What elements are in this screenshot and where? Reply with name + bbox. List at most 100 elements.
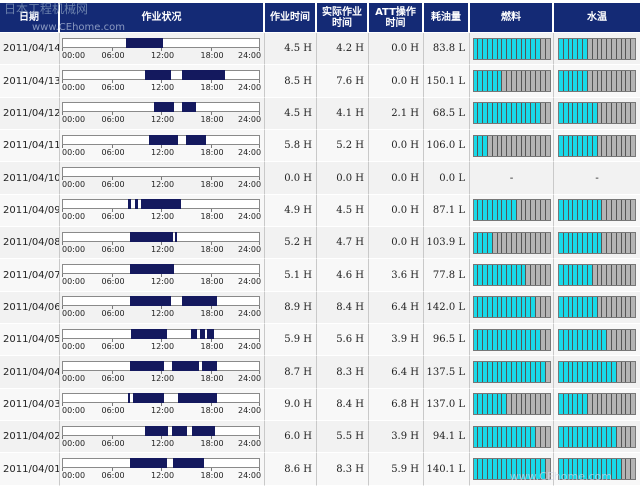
row-date: 2011/04/12	[0, 97, 60, 131]
work-period-bar	[129, 231, 173, 242]
timeline-label: 24:00	[238, 115, 262, 125]
gauge-segment	[559, 426, 564, 447]
timeline-label: 00:00	[62, 277, 86, 287]
gauge-segment	[521, 71, 527, 92]
row-att-time: 6.8 H	[369, 388, 424, 422]
header-date: 日期	[0, 3, 60, 33]
gauge-segment	[507, 232, 512, 253]
gauge-segment	[507, 329, 512, 350]
timeline-label: 18:00	[200, 115, 224, 125]
timeline-tick	[259, 47, 260, 51]
gauge-segment	[478, 38, 484, 59]
timeline-label: 24:00	[238, 180, 262, 190]
gauge-segment	[502, 103, 508, 124]
gauge-segment	[473, 426, 479, 447]
row-timeline-cell: 00:00 06:00 12:00 18:00 24:00	[60, 356, 265, 389]
timeline-tick	[259, 241, 260, 245]
gauge-segment	[473, 459, 479, 480]
row-work-time: 5.8 H	[265, 130, 317, 163]
gauge-segment	[545, 426, 550, 447]
gauge-segment	[568, 459, 574, 480]
gauge-segment	[473, 135, 479, 156]
gauge-segment	[607, 103, 612, 124]
gauge-segment	[487, 329, 493, 350]
gauge-segment	[512, 71, 517, 92]
gauge-segment	[526, 394, 532, 415]
gauge-segment	[563, 71, 569, 92]
gauge-segment	[583, 394, 588, 415]
timeline-label: 06:00	[101, 341, 125, 351]
gauge-segment	[526, 265, 532, 286]
gauge-segment	[602, 362, 608, 383]
gauge-segment	[507, 297, 512, 318]
row-work-time: 8.5 H	[265, 65, 317, 98]
timeline-label: 00:00	[62, 406, 86, 416]
work-timeline: 00:00 06:00 12:00 18:00 24:00	[62, 327, 261, 353]
gauge-segment	[483, 232, 488, 253]
gauge-segment	[607, 265, 612, 286]
gauge-segment	[545, 459, 550, 480]
row-work-time: 8.9 H	[265, 291, 317, 325]
gauge-segment	[536, 135, 541, 156]
table-body: 2011/04/14 00:00 06:00 12:00 18:00 24:00 4.5 H…	[0, 33, 640, 486]
row-fuel-used: 68.5 L	[424, 97, 470, 131]
gauge-segment	[478, 265, 484, 286]
timeline-label: 06:00	[101, 180, 125, 190]
timeline-tick	[111, 209, 113, 213]
gauge-segment	[545, 394, 550, 415]
row-date: 2011/04/05	[0, 324, 60, 357]
water-temp-gauge	[558, 425, 636, 448]
gauge-segment	[478, 297, 484, 318]
timeline-tick	[111, 80, 113, 84]
timeline-tick	[210, 403, 212, 407]
gauge-segment	[583, 135, 588, 156]
work-period-bar	[182, 70, 225, 81]
gauge-segment	[473, 265, 479, 286]
gauge-segment	[483, 426, 488, 447]
gauge-segment	[592, 232, 598, 253]
gauge-segment	[583, 459, 588, 480]
gauge-segment	[473, 362, 479, 383]
gauge-segment	[587, 297, 593, 318]
fuel-gauge	[472, 425, 551, 448]
water-temp-gauge	[558, 458, 636, 481]
gauge-segment	[502, 200, 508, 221]
gauge-segment	[626, 232, 632, 253]
gauge-segment	[602, 297, 608, 318]
work-period-bar	[175, 231, 178, 242]
gauge-segment	[492, 394, 498, 415]
gauge-segment	[516, 135, 522, 156]
gauge-segment	[568, 362, 574, 383]
gauge-segment	[631, 232, 635, 253]
gauge-segment	[521, 459, 527, 480]
gauge-segment	[487, 71, 493, 92]
water-temp-gauge-cell	[554, 453, 640, 486]
gauge-segment	[545, 297, 550, 318]
row-date: 2011/04/10	[0, 162, 60, 195]
gauge-segment	[621, 265, 627, 286]
work-period-bar	[207, 328, 214, 339]
row-fuel-used: 150.1 L	[424, 65, 470, 98]
work-period-bar	[190, 328, 198, 339]
gauge-segment	[526, 297, 532, 318]
gauge-segment	[592, 200, 598, 221]
gauge-segment	[507, 362, 512, 383]
gauge-segment	[545, 71, 550, 92]
gauge-segment	[478, 200, 484, 221]
gauge-segment	[478, 103, 484, 124]
gauge-segment	[526, 362, 532, 383]
timeline-tick	[161, 47, 162, 51]
water-temp-gauge	[558, 264, 636, 287]
timeline-tick	[210, 274, 212, 278]
work-period-bar	[182, 296, 218, 307]
gauge-segment	[578, 297, 584, 318]
gauge-segment	[531, 265, 537, 286]
gauge-segment	[502, 135, 508, 156]
gauge-segment	[497, 71, 503, 92]
gauge-segment	[536, 103, 541, 124]
gauge-segment	[583, 103, 588, 124]
gauge-segment	[611, 426, 617, 447]
gauge-segment	[587, 329, 593, 350]
gauge-segment	[607, 459, 612, 480]
gauge-segment	[583, 426, 588, 447]
